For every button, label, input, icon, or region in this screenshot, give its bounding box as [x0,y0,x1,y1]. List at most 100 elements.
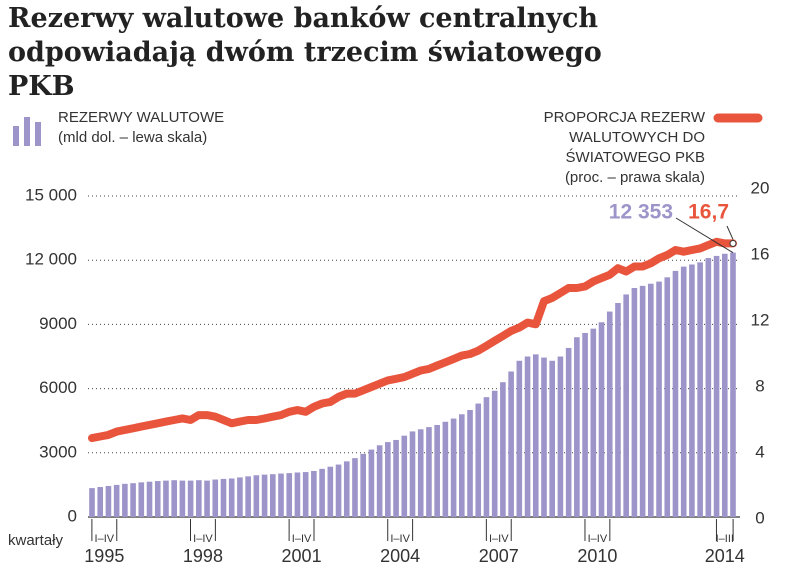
bar [319,468,325,517]
bar [171,480,177,517]
legend-label: PROPORCJA REZERW WALUTOWYCH DO ŚWIATOWEG… [543,109,705,166]
bar [442,421,449,517]
value-label: 16,7 [688,201,729,224]
chart-title: Rezerwy walutowe banków centralnych odpo… [8,3,602,102]
bar [228,478,235,517]
point-marker [729,239,737,247]
bar [286,473,293,517]
y2-tick-label: 8 [755,376,764,395]
bar [245,476,251,517]
x-axis-label: kwartały [8,532,64,549]
bar [574,337,580,517]
bar [130,483,136,517]
x-tick-label: 2010 [577,546,617,566]
bar [483,397,490,517]
bar [606,311,613,517]
bar [335,464,342,517]
bar [154,481,161,517]
bar [639,285,646,517]
y-tick-label: 0 [68,506,77,525]
bar [516,360,523,517]
bar [689,264,695,517]
bar [557,356,564,517]
bar [97,487,104,517]
legend-label: REZERWY WALUTOWE [58,109,225,126]
x-group-quarters: I–IV [588,533,608,545]
bar [368,449,375,517]
bar [327,466,334,517]
x-tick-label: 1998 [183,546,223,566]
bar [220,478,227,517]
bar [730,252,736,517]
bar [500,382,506,517]
bar [508,371,514,517]
bar [269,474,276,517]
bar [352,458,358,517]
bar [664,277,671,517]
bar [204,480,210,517]
bar [196,480,202,517]
bar [122,483,128,517]
bar [697,262,703,517]
legend-icon [13,126,19,146]
legend-entry: REZERWY WALUTOWE (mld dol. – lewa skala) [58,108,224,148]
bar [615,303,621,517]
x-group-quarters: I–IV [193,533,213,545]
bar [631,288,638,517]
line [88,237,737,443]
x-group-quarters: I–IV [292,533,312,545]
bar [237,477,243,517]
y-tick-label: 9000 [39,314,77,333]
leader [726,225,734,240]
bar [623,294,629,517]
bar [302,472,309,517]
bar [656,281,662,517]
bar [163,480,169,517]
x-tick-label: 2004 [380,546,420,566]
bar [113,484,120,517]
bar [278,473,284,517]
bar [261,474,268,517]
legend-entry: PROPORCJA REZERW WALUTOWYCH DO ŚWIATOWEG… [385,108,705,188]
bar [393,439,399,517]
bar [426,427,432,517]
bar [385,442,391,517]
bar [179,480,186,517]
y-tick-label: 6000 [39,378,77,397]
bar [549,360,556,517]
x-group-quarters: I–III [716,533,734,545]
bar [409,431,416,517]
bar [705,258,712,517]
bar [590,328,597,517]
x-tick-label: 2001 [282,546,322,566]
x-group-quarters: I–IV [390,533,410,545]
bar [360,453,366,517]
x-group-quarters: I–IV [95,533,115,545]
bar [532,354,539,517]
bar [524,356,531,517]
legend-icon [24,117,30,146]
y2-tick-label: 0 [755,508,764,527]
x-tick-label: 2007 [479,546,519,566]
x-tick-label: 1995 [84,546,124,566]
bar [343,461,350,517]
bar [105,485,112,517]
y-tick-label: 15 000 [25,185,77,204]
bar [598,322,605,517]
bar [672,270,679,517]
x-group-quarters: I–IV [489,533,509,545]
bar [582,332,588,517]
legend-icons [13,113,763,146]
bar [721,253,728,517]
bar [475,403,482,517]
bar [294,472,301,517]
bar [450,418,457,517]
y2-tick-label: 12 [751,310,770,329]
bar [376,445,383,517]
bar [467,410,473,517]
bar [253,475,260,517]
bar [713,255,720,518]
value-label: 12 353 [609,201,673,224]
bar [565,347,572,517]
